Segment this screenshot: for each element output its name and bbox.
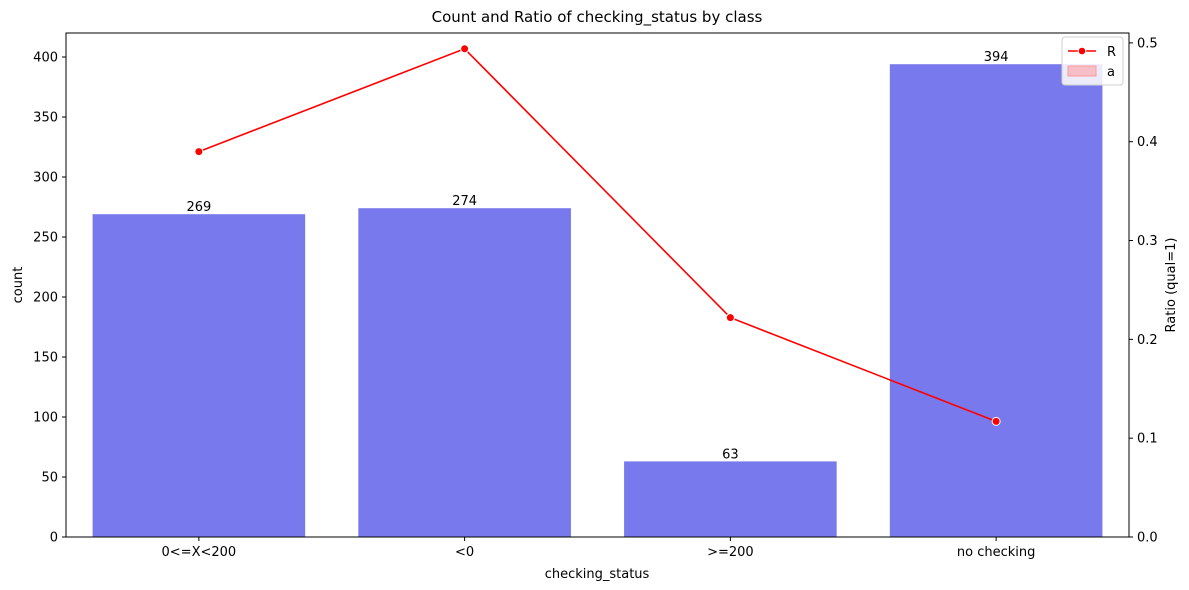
y2-tick-label-0: 0.0 (1137, 531, 1158, 546)
ratio-line (198, 47, 997, 423)
legend-label-r: R (1107, 45, 1116, 60)
y-tick-label-2: 100 (33, 411, 58, 426)
y2-tick-label-3: 0.3 (1137, 234, 1158, 249)
y-tick-label-7: 350 (33, 111, 58, 126)
y2-tick-label-5: 0.5 (1137, 36, 1158, 51)
bars-layer: 269 274 63 394 (92, 50, 1103, 537)
legend: R a (1061, 36, 1124, 86)
x-axis-ticks: 0<=X<200 <0 >=200 no checking (162, 537, 1036, 560)
y2-tick-label-1: 0.1 (1137, 432, 1158, 447)
left-axis-ticks: 0 50 100 150 200 250 300 350 400 (33, 51, 66, 546)
right-axis-ticks: 0.0 0.1 0.2 0.3 0.4 0.5 (1129, 36, 1158, 546)
y-tick-label-8: 400 (33, 51, 58, 66)
chart-title: Count and Ratio of checking_status by cl… (432, 8, 763, 27)
bar-value-label-0: 269 (186, 200, 211, 215)
y-tick-label-5: 250 (33, 231, 58, 246)
y2-axis-title: Ratio (qual=1) (1164, 238, 1179, 333)
bar-value-label-2: 63 (722, 447, 739, 462)
bar-3 (889, 64, 1103, 537)
ratio-point-1 (460, 44, 470, 54)
y-axis-title: count (11, 267, 26, 304)
ratio-point-2 (725, 313, 735, 323)
x-tick-label-1: <0 (455, 545, 474, 560)
y-tick-label-3: 150 (33, 351, 58, 366)
bar-0 (92, 214, 306, 537)
ratio-point-3 (991, 416, 1001, 426)
bar-2 (624, 461, 837, 537)
x-axis-title: checking_status (545, 567, 650, 582)
bar-value-label-1: 274 (452, 194, 477, 209)
legend-patch-marker (1067, 65, 1097, 77)
x-tick-label-3: no checking (957, 545, 1036, 560)
x-tick-label-0: 0<=X<200 (162, 545, 237, 560)
ratio-point-0 (194, 147, 204, 157)
bar-1 (358, 208, 571, 537)
legend-label-a: a (1107, 65, 1115, 80)
y-tick-label-0: 0 (50, 531, 58, 546)
y2-tick-label-4: 0.4 (1137, 135, 1158, 150)
legend-point-marker (1077, 46, 1087, 56)
y2-tick-label-2: 0.2 (1137, 333, 1158, 348)
bar-value-label-3: 394 (984, 50, 1009, 65)
x-tick-label-2: >=200 (707, 545, 754, 560)
y-tick-label-4: 200 (33, 291, 58, 306)
ratio-line-layer (194, 44, 1001, 426)
y-tick-label-6: 300 (33, 171, 58, 186)
plot-frame (65, 32, 1130, 538)
axes (65, 32, 1130, 538)
y-tick-label-1: 50 (41, 471, 58, 486)
